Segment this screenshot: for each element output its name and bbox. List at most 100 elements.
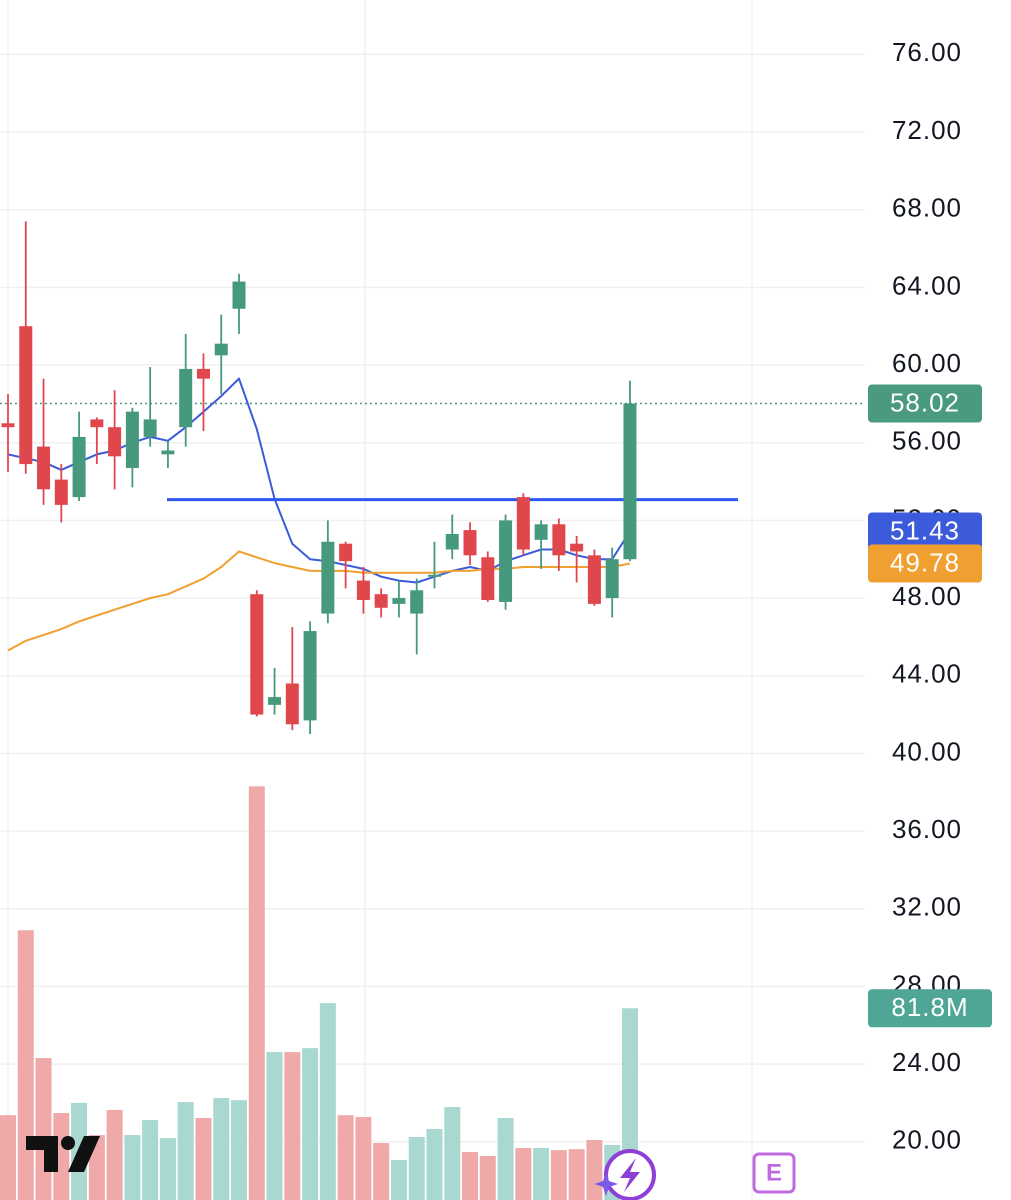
candle-body — [321, 541, 335, 614]
volume-bar — [479, 1155, 496, 1200]
y-tick-label: 44.00 — [892, 659, 962, 689]
candle-body — [143, 419, 157, 437]
badge-box — [868, 512, 982, 551]
volume-bar — [462, 1151, 479, 1200]
candle-body — [19, 326, 33, 465]
volume-bar — [159, 1138, 176, 1200]
moving-average — [7, 550, 631, 652]
candle-body — [587, 555, 601, 604]
candle-body — [179, 368, 193, 428]
y-tick-label: 24.00 — [892, 1047, 962, 1077]
volume-bar — [408, 1136, 425, 1200]
y-tick-label: 68.00 — [892, 193, 962, 223]
candle-body — [303, 631, 317, 721]
events-label[interactable]: E — [766, 1159, 782, 1186]
price-badge: 81.8M — [868, 989, 992, 1028]
volume-bar — [284, 1052, 301, 1200]
volume-bar — [142, 1120, 159, 1200]
volume-bar — [0, 1115, 16, 1200]
candle-body — [125, 411, 139, 468]
candle-body — [445, 533, 459, 550]
badge-box — [868, 544, 982, 583]
y-tick-label: 32.00 — [892, 892, 962, 922]
badge-label: 81.8M — [891, 992, 968, 1022]
logo-part — [61, 1136, 75, 1150]
events-box[interactable] — [752, 1152, 796, 1194]
y-tick-label: 64.00 — [892, 270, 962, 300]
price-badge: 51.43 — [868, 512, 982, 551]
candle-body — [90, 419, 104, 428]
lightning-icon[interactable] — [594, 1149, 656, 1200]
candle-body — [72, 436, 86, 498]
icon-sparkle[interactable] — [594, 1172, 618, 1196]
y-tick-label: 60.00 — [892, 348, 962, 378]
candle-body — [410, 590, 424, 614]
events-icon[interactable]: E — [752, 1152, 796, 1194]
volume-bar — [231, 1100, 248, 1200]
candle-body — [54, 479, 68, 505]
volume-bar — [497, 1117, 514, 1200]
volume-bar — [124, 1135, 141, 1200]
volume-bar — [586, 1140, 603, 1200]
icon-bolt[interactable] — [620, 1158, 640, 1192]
candle-body — [232, 281, 246, 309]
volume-bar — [444, 1106, 461, 1200]
logo-part — [68, 1136, 100, 1172]
y-tick-label: 40.00 — [892, 736, 962, 766]
candle-body — [463, 530, 477, 556]
candle-body — [552, 524, 566, 556]
volume-bar — [533, 1147, 550, 1200]
candle-body — [268, 697, 282, 705]
volume-bar — [426, 1128, 443, 1200]
price-badge: 49.78 — [868, 544, 982, 583]
candle-body — [37, 446, 51, 490]
candle-body — [108, 427, 122, 457]
volume-bar — [53, 1113, 70, 1200]
volume-bar — [35, 1057, 52, 1200]
y-tick-label: 76.00 — [892, 37, 962, 67]
volume-bar — [266, 1052, 283, 1200]
candle-body — [623, 403, 637, 560]
plot: 76.0072.0068.0064.0060.0056.0052.0048.00… — [0, 37, 992, 1200]
volume-bar — [17, 930, 34, 1200]
y-tick-label: 36.00 — [892, 814, 962, 844]
volume-bar — [373, 1143, 390, 1200]
candle-body — [285, 683, 299, 725]
badge-label: 51.43 — [890, 515, 960, 545]
volume-bar — [337, 1115, 354, 1200]
price-badge: 58.02 — [868, 384, 982, 423]
candle-body — [605, 559, 619, 599]
badge-box — [868, 989, 992, 1028]
volume-bar — [550, 1150, 567, 1200]
badge-label: 58.02 — [890, 387, 960, 417]
candle-body — [356, 580, 370, 600]
volume-bar — [568, 1149, 585, 1200]
volume-bar — [195, 1117, 212, 1200]
badge-box — [868, 384, 982, 423]
candle-body — [481, 557, 495, 600]
candle-body — [392, 598, 406, 604]
candle-body — [374, 594, 388, 608]
candle-body — [161, 450, 175, 455]
volume-bar — [213, 1098, 230, 1200]
volume-bar — [319, 1003, 336, 1200]
volume-bar — [302, 1048, 319, 1200]
volume-bar — [390, 1159, 407, 1200]
candle-body — [516, 497, 530, 550]
y-tick-label: 56.00 — [892, 426, 962, 456]
volume-bar — [106, 1110, 123, 1200]
toolbar-icons: E — [26, 1136, 796, 1200]
candle-body — [1, 423, 15, 428]
y-tick-label: 72.00 — [892, 115, 962, 145]
y-tick-label: 48.00 — [892, 581, 962, 611]
moving-average — [7, 377, 631, 584]
candle-body — [427, 574, 441, 577]
badge-label: 49.78 — [890, 547, 960, 577]
candle-body — [196, 368, 210, 379]
candle-body — [339, 543, 353, 562]
y-tick-label: 20.00 — [892, 1125, 962, 1155]
candle-body — [214, 343, 228, 356]
candle-body — [250, 594, 264, 715]
